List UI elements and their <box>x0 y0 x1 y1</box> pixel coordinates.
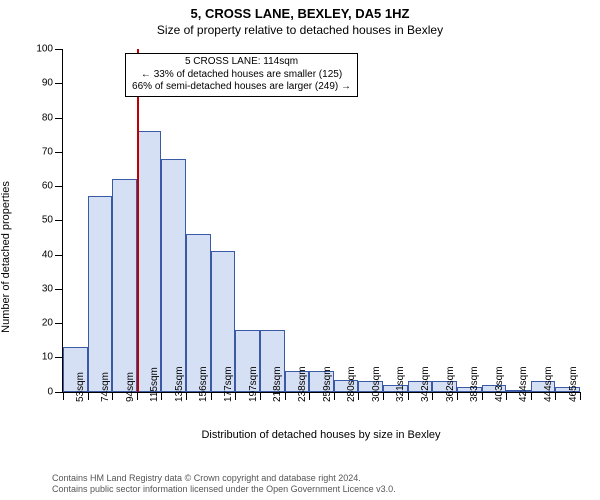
x-tick-label: 383sqm <box>469 366 480 402</box>
y-tick <box>55 152 63 153</box>
footer: Contains HM Land Registry data © Crown c… <box>0 471 600 500</box>
histogram-bar <box>137 131 162 391</box>
y-axis-label: Number of detached properties <box>0 181 12 333</box>
x-tick <box>88 392 89 400</box>
x-tick <box>285 392 286 400</box>
x-tick <box>334 392 335 400</box>
x-tick-label: 259sqm <box>322 366 333 402</box>
x-tick-label: 444sqm <box>543 366 554 402</box>
y-tick-label: 50 <box>42 215 53 226</box>
y-tick <box>55 220 63 221</box>
x-tick-label: 280sqm <box>346 366 357 402</box>
chart-container: 5, CROSS LANE, BEXLEY, DA5 1HZ Size of p… <box>0 0 600 500</box>
x-tick <box>457 392 458 400</box>
x-tick-label: 465sqm <box>568 366 579 402</box>
y-tick <box>55 83 63 84</box>
x-tick-label: 403sqm <box>494 366 505 402</box>
y-tick <box>55 118 63 119</box>
reference-marker <box>137 49 139 392</box>
x-tick <box>432 392 433 400</box>
x-tick <box>580 392 581 400</box>
x-tick <box>358 392 359 400</box>
x-tick <box>211 392 212 400</box>
x-tick <box>408 392 409 400</box>
x-tick <box>555 392 556 400</box>
y-tick-label: 90 <box>42 78 53 89</box>
x-tick-label: 424sqm <box>518 366 529 402</box>
y-tick-label: 20 <box>42 318 53 329</box>
y-tick <box>55 392 63 393</box>
annotation-line: ← 33% of detached houses are smaller (12… <box>132 69 351 82</box>
x-tick <box>63 392 64 400</box>
x-tick <box>383 392 384 400</box>
y-tick-label: 40 <box>42 249 53 260</box>
plot-area: 010203040506070809010053sqm74sqm94sqm115… <box>62 49 580 393</box>
x-axis-title: Distribution of detached houses by size … <box>62 429 580 441</box>
page-title: 5, CROSS LANE, BEXLEY, DA5 1HZ <box>0 6 600 21</box>
x-tick-label: 74sqm <box>100 372 111 402</box>
x-tick-label: 177sqm <box>223 366 234 402</box>
x-tick-label: 94sqm <box>125 372 136 402</box>
histogram-bar <box>88 196 113 391</box>
x-tick <box>506 392 507 400</box>
x-tick <box>531 392 532 400</box>
y-tick <box>55 323 63 324</box>
page-subtitle: Size of property relative to detached ho… <box>0 23 600 37</box>
x-tick <box>112 392 113 400</box>
y-tick-label: 0 <box>47 386 53 397</box>
annotation-line: 5 CROSS LANE: 114sqm <box>132 56 351 69</box>
y-tick-label: 80 <box>42 112 53 123</box>
footer-line: Contains HM Land Registry data © Crown c… <box>52 473 590 485</box>
y-tick-label: 70 <box>42 146 53 157</box>
x-tick-label: 218sqm <box>272 366 283 402</box>
x-tick <box>482 392 483 400</box>
x-tick <box>186 392 187 400</box>
y-tick-label: 10 <box>42 352 53 363</box>
x-tick-label: 238sqm <box>297 366 308 402</box>
y-tick-label: 100 <box>36 44 53 55</box>
annotation-line: 66% of semi-detached houses are larger (… <box>132 81 351 94</box>
annotation-box: 5 CROSS LANE: 114sqm ← 33% of detached h… <box>125 53 358 97</box>
x-tick <box>235 392 236 400</box>
x-tick <box>309 392 310 400</box>
x-tick-label: 342sqm <box>420 366 431 402</box>
x-tick <box>137 392 138 400</box>
x-tick <box>161 392 162 400</box>
footer-line: Contains public sector information licen… <box>52 484 590 496</box>
x-tick-label: 135sqm <box>174 366 185 402</box>
x-tick-label: 197sqm <box>248 366 259 402</box>
x-tick-label: 362sqm <box>445 366 456 402</box>
x-tick <box>260 392 261 400</box>
y-tick <box>55 255 63 256</box>
y-tick <box>55 357 63 358</box>
x-tick-label: 53sqm <box>75 372 86 402</box>
y-tick <box>55 289 63 290</box>
y-tick <box>55 49 63 50</box>
x-tick-label: 115sqm <box>149 367 160 402</box>
x-tick-label: 300sqm <box>371 366 382 402</box>
y-tick <box>55 186 63 187</box>
histogram-bar <box>112 179 137 391</box>
y-tick-label: 60 <box>42 181 53 192</box>
y-tick-label: 30 <box>42 283 53 294</box>
x-tick-label: 156sqm <box>198 366 209 402</box>
histogram-bar <box>161 159 186 392</box>
x-tick-label: 321sqm <box>395 366 406 402</box>
chart-area: Number of detached properties 0102030405… <box>10 43 590 471</box>
